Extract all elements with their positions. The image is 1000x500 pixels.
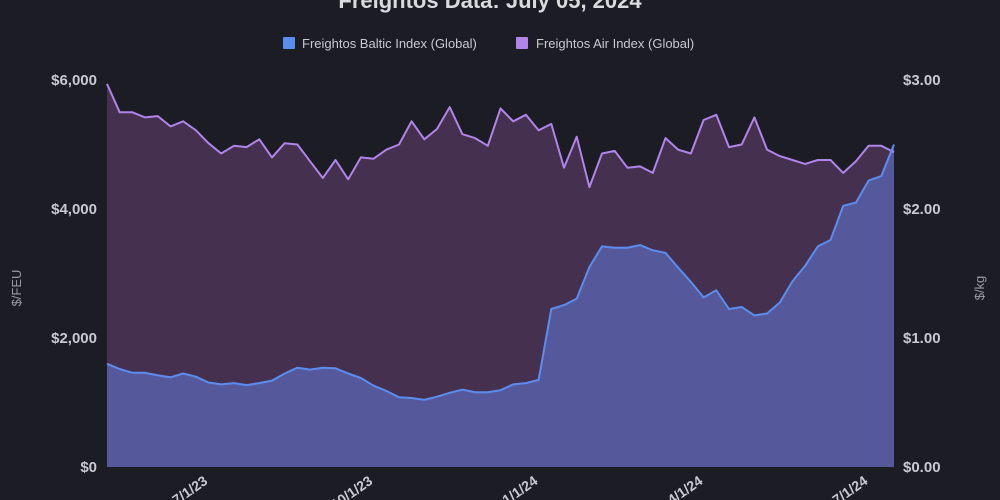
right-tick-label: $2.00 (903, 201, 941, 218)
baltic-index-area (107, 144, 894, 467)
left-tick-label: $4,000 (51, 201, 97, 218)
left-axis-title: $/FEU (9, 270, 24, 307)
x-tick-label: 10/1/23 (328, 472, 376, 500)
baltic-index-line (106, 144, 895, 401)
legend-swatch-baltic (283, 37, 295, 49)
legend-label-air[interactable]: Freightos Air Index (Global) (536, 36, 694, 51)
x-tick-label: 4/1/24 (664, 472, 705, 500)
right-tick-label: $1.00 (903, 330, 941, 347)
left-tick-label: $0 (80, 459, 97, 476)
left-axis: $0 $2,000 $4,000 $6,000 (51, 72, 97, 476)
legend-swatch-air (516, 37, 528, 49)
x-tick-label: 1/1/24 (499, 472, 540, 500)
x-tick-label: 7/1/24 (829, 472, 870, 500)
right-axis: $0.00 $1.00 $2.00 $3.00 (903, 72, 941, 476)
left-tick-label: $6,000 (51, 72, 97, 89)
x-tick-label: 7/1/23 (169, 472, 210, 500)
right-tick-label: $0.00 (903, 459, 941, 476)
series-layer (106, 83, 895, 468)
chart-title: Freightos Data: July 05, 2024 (338, 0, 642, 13)
right-tick-label: $3.00 (903, 72, 941, 89)
air-index-line (106, 83, 895, 189)
legend-label-baltic[interactable]: Freightos Baltic Index (Global) (302, 36, 477, 51)
left-tick-label: $2,000 (51, 330, 97, 347)
legend: Freightos Baltic Index (Global) Freighto… (283, 36, 694, 51)
right-axis-title: $/kg (972, 276, 987, 301)
x-axis: 7/1/23 10/1/23 1/1/24 4/1/24 7/1/24 (169, 472, 870, 500)
